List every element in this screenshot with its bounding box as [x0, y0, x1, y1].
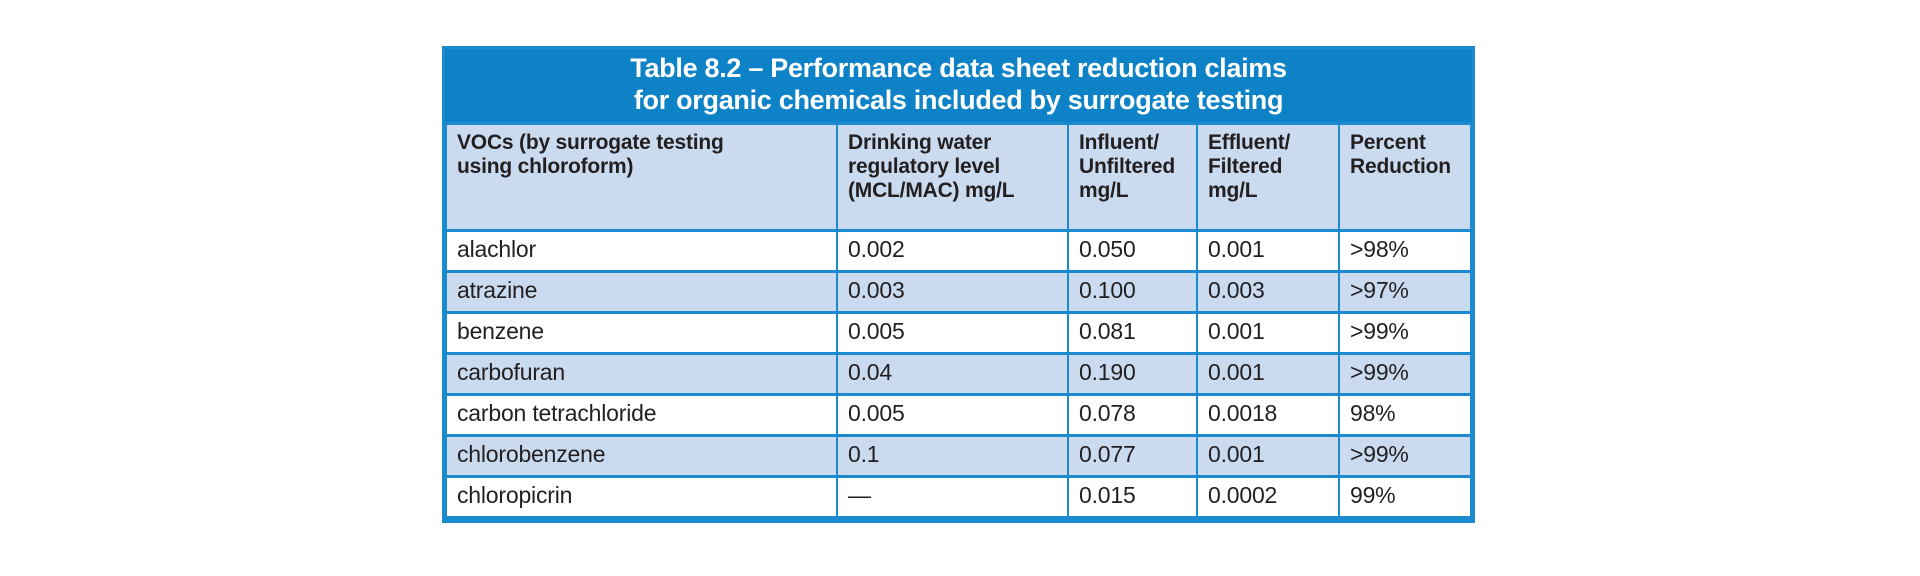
cell-voc: chloropicrin — [445, 474, 838, 519]
cell-effluent: 0.0018 — [1196, 392, 1340, 437]
table-row: chlorobenzene 0.1 0.077 0.001 >99% — [445, 433, 1472, 478]
cell-regulatory-level: 0.1 — [836, 433, 1069, 478]
cell-percent-reduction: >99% — [1338, 433, 1472, 478]
column-header-percent-reduction: Percent Reduction — [1338, 121, 1472, 232]
table-row: carbon tetrachloride 0.005 0.078 0.0018 98% — [445, 392, 1472, 437]
cell-influent: 0.015 — [1067, 474, 1198, 519]
cell-voc: carbofuran — [445, 351, 838, 396]
table-row: carbofuran 0.04 0.190 0.001 >99% — [445, 351, 1472, 396]
cell-percent-reduction: 98% — [1338, 392, 1472, 437]
table-row: alachlor 0.002 0.050 0.001 >98% — [445, 228, 1472, 273]
table-row: atrazine 0.003 0.100 0.003 >97% — [445, 269, 1472, 314]
column-header-regulatory-level: Drinking water regulatory level (MCL/MAC… — [836, 121, 1069, 232]
cell-influent: 0.190 — [1067, 351, 1198, 396]
performance-data-table: Table 8.2 – Performance data sheet reduc… — [442, 46, 1475, 523]
cell-percent-reduction: >99% — [1338, 310, 1472, 355]
cell-voc: benzene — [445, 310, 838, 355]
cell-regulatory-level: 0.04 — [836, 351, 1069, 396]
cell-voc: alachlor — [445, 228, 838, 273]
column-header-effluent: Effluent/ Filtered mg/L — [1196, 121, 1340, 232]
cell-effluent: 0.0002 — [1196, 474, 1340, 519]
column-header-influent: Influent/ Unfiltered mg/L — [1067, 121, 1198, 232]
cell-influent: 0.078 — [1067, 392, 1198, 437]
cell-voc: carbon tetrachloride — [445, 392, 838, 437]
cell-regulatory-level: 0.005 — [836, 392, 1069, 437]
cell-effluent: 0.001 — [1196, 310, 1340, 355]
cell-influent: 0.050 — [1067, 228, 1198, 273]
cell-percent-reduction: >98% — [1338, 228, 1472, 273]
cell-influent: 0.077 — [1067, 433, 1198, 478]
cell-regulatory-level: — — [836, 474, 1069, 519]
cell-effluent: 0.003 — [1196, 269, 1340, 314]
table-title-line1: Table 8.2 – Performance data sheet reduc… — [630, 53, 1287, 83]
cell-influent: 0.100 — [1067, 269, 1198, 314]
table-row: chloropicrin —0.015 0.0002 99% — [445, 474, 1472, 519]
cell-regulatory-level: 0.005 — [836, 310, 1069, 355]
cell-percent-reduction: 99% — [1338, 474, 1472, 519]
table-row: benzene 0.005 0.081 0.001 >99% — [445, 310, 1472, 355]
column-header-vocs: VOCs (by surrogate testing using chlorof… — [445, 121, 838, 232]
data-table: VOCs (by surrogate testing using chlorof… — [445, 121, 1472, 519]
header-row: VOCs (by surrogate testing using chlorof… — [445, 121, 1472, 232]
cell-voc: chlorobenzene — [445, 433, 838, 478]
cell-regulatory-level: 0.003 — [836, 269, 1069, 314]
cell-voc: atrazine — [445, 269, 838, 314]
cell-effluent: 0.001 — [1196, 228, 1340, 273]
cell-percent-reduction: >99% — [1338, 351, 1472, 396]
table-title: Table 8.2 – Performance data sheet reduc… — [445, 49, 1472, 122]
cell-effluent: 0.001 — [1196, 433, 1340, 478]
cell-regulatory-level: 0.002 — [836, 228, 1069, 273]
table-title-line2: for organic chemicals included by surrog… — [633, 84, 1284, 115]
cell-effluent: 0.001 — [1196, 351, 1340, 396]
cell-percent-reduction: >97% — [1338, 269, 1472, 314]
cell-influent: 0.081 — [1067, 310, 1198, 355]
